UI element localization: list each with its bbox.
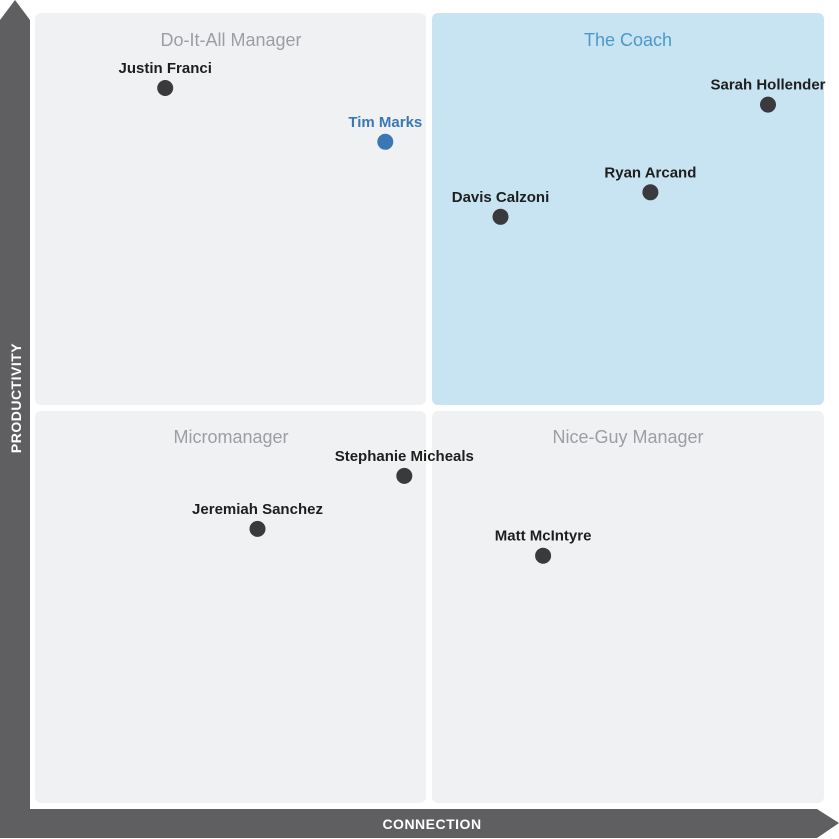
productivity-axis xyxy=(0,0,30,809)
point-davis-calzoni xyxy=(492,208,509,225)
quadrant-nice-guy-manager xyxy=(432,411,824,803)
point-label-jeremiah-sanchez: Jeremiah Sanchez xyxy=(192,501,323,518)
connection-axis xyxy=(0,809,839,838)
y-axis-label: PRODUCTIVITY xyxy=(8,343,24,453)
quadrant-do-it-all-manager xyxy=(35,13,426,405)
point-tim-marks xyxy=(377,133,394,150)
point-label-stephanie-micheals: Stephanie Micheals xyxy=(335,448,474,465)
quadrant-micromanager xyxy=(35,411,426,803)
point-matt-mcintyre xyxy=(535,547,552,564)
point-label-matt-mcintyre: Matt McIntyre xyxy=(495,528,592,545)
point-label-ryan-arcand: Ryan Arcand xyxy=(604,164,696,181)
point-sarah-hollender xyxy=(760,96,776,113)
point-justin-franci xyxy=(157,80,174,96)
point-ryan-arcand xyxy=(642,184,659,201)
point-label-sarah-hollender: Sarah Hollender xyxy=(710,77,825,94)
quadrant-title-do-it-all-manager: Do-It-All Manager xyxy=(160,30,301,50)
x-axis-label: CONNECTION xyxy=(382,816,481,832)
point-label-tim-marks: Tim Marks xyxy=(348,114,422,131)
point-stephanie-micheals xyxy=(396,467,413,484)
point-label-davis-calzoni: Davis Calzoni xyxy=(452,189,550,206)
quadrant-title-nice-guy-manager: Nice-Guy Manager xyxy=(552,427,703,447)
point-label-justin-franci: Justin Franci xyxy=(119,60,212,77)
quadrant-title-micromanager: Micromanager xyxy=(173,427,288,447)
quadrant-title-the-coach: The Coach xyxy=(584,30,672,50)
point-jeremiah-sanchez xyxy=(249,520,266,537)
quadrant-the-coach xyxy=(432,13,824,405)
points-layer: Justin Franci Tim Marks Sarah Hollender Rya… xyxy=(119,60,826,564)
